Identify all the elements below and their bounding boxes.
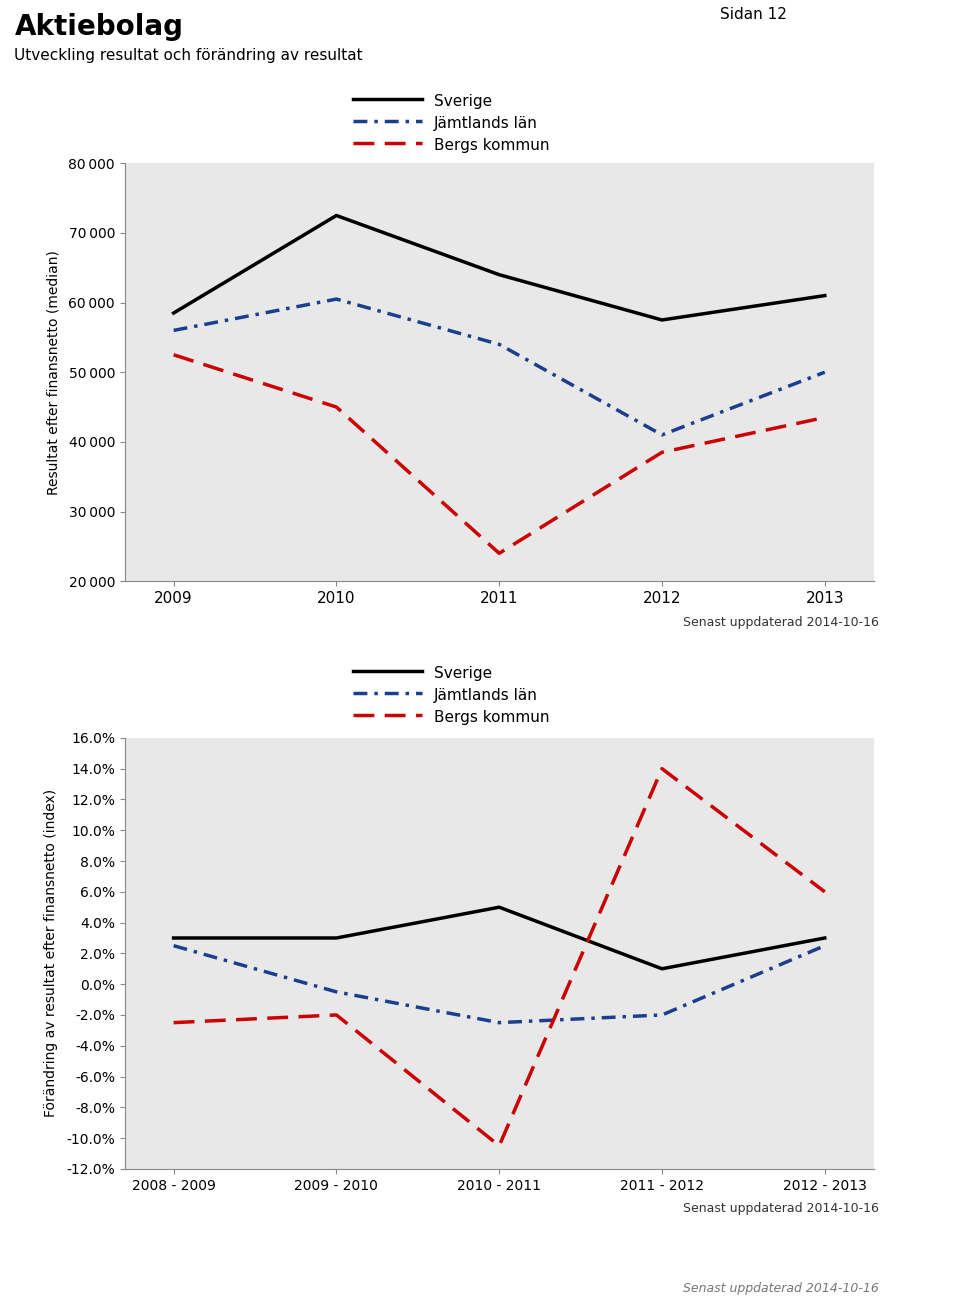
Y-axis label: Förändring av resultat efter finansnetto (index): Förändring av resultat efter finansnetto… (44, 789, 58, 1118)
Legend: Sverige, Jämtlands län, Bergs kommun: Sverige, Jämtlands län, Bergs kommun (353, 93, 550, 153)
Text: Senast uppdaterad 2014-10-16: Senast uppdaterad 2014-10-16 (683, 616, 878, 629)
Text: Senast uppdaterad 2014-10-16: Senast uppdaterad 2014-10-16 (683, 1282, 878, 1296)
Text: Senast uppdaterad 2014-10-16: Senast uppdaterad 2014-10-16 (683, 1202, 878, 1215)
Text: Aktiebolag: Aktiebolag (14, 13, 183, 40)
Text: Sidan 12: Sidan 12 (720, 7, 787, 21)
Text: Utveckling resultat och förändring av resultat: Utveckling resultat och förändring av re… (14, 48, 363, 63)
Y-axis label: Resultat efter finansnetto (median): Resultat efter finansnetto (median) (46, 249, 60, 495)
Legend: Sverige, Jämtlands län, Bergs kommun: Sverige, Jämtlands län, Bergs kommun (353, 665, 550, 725)
